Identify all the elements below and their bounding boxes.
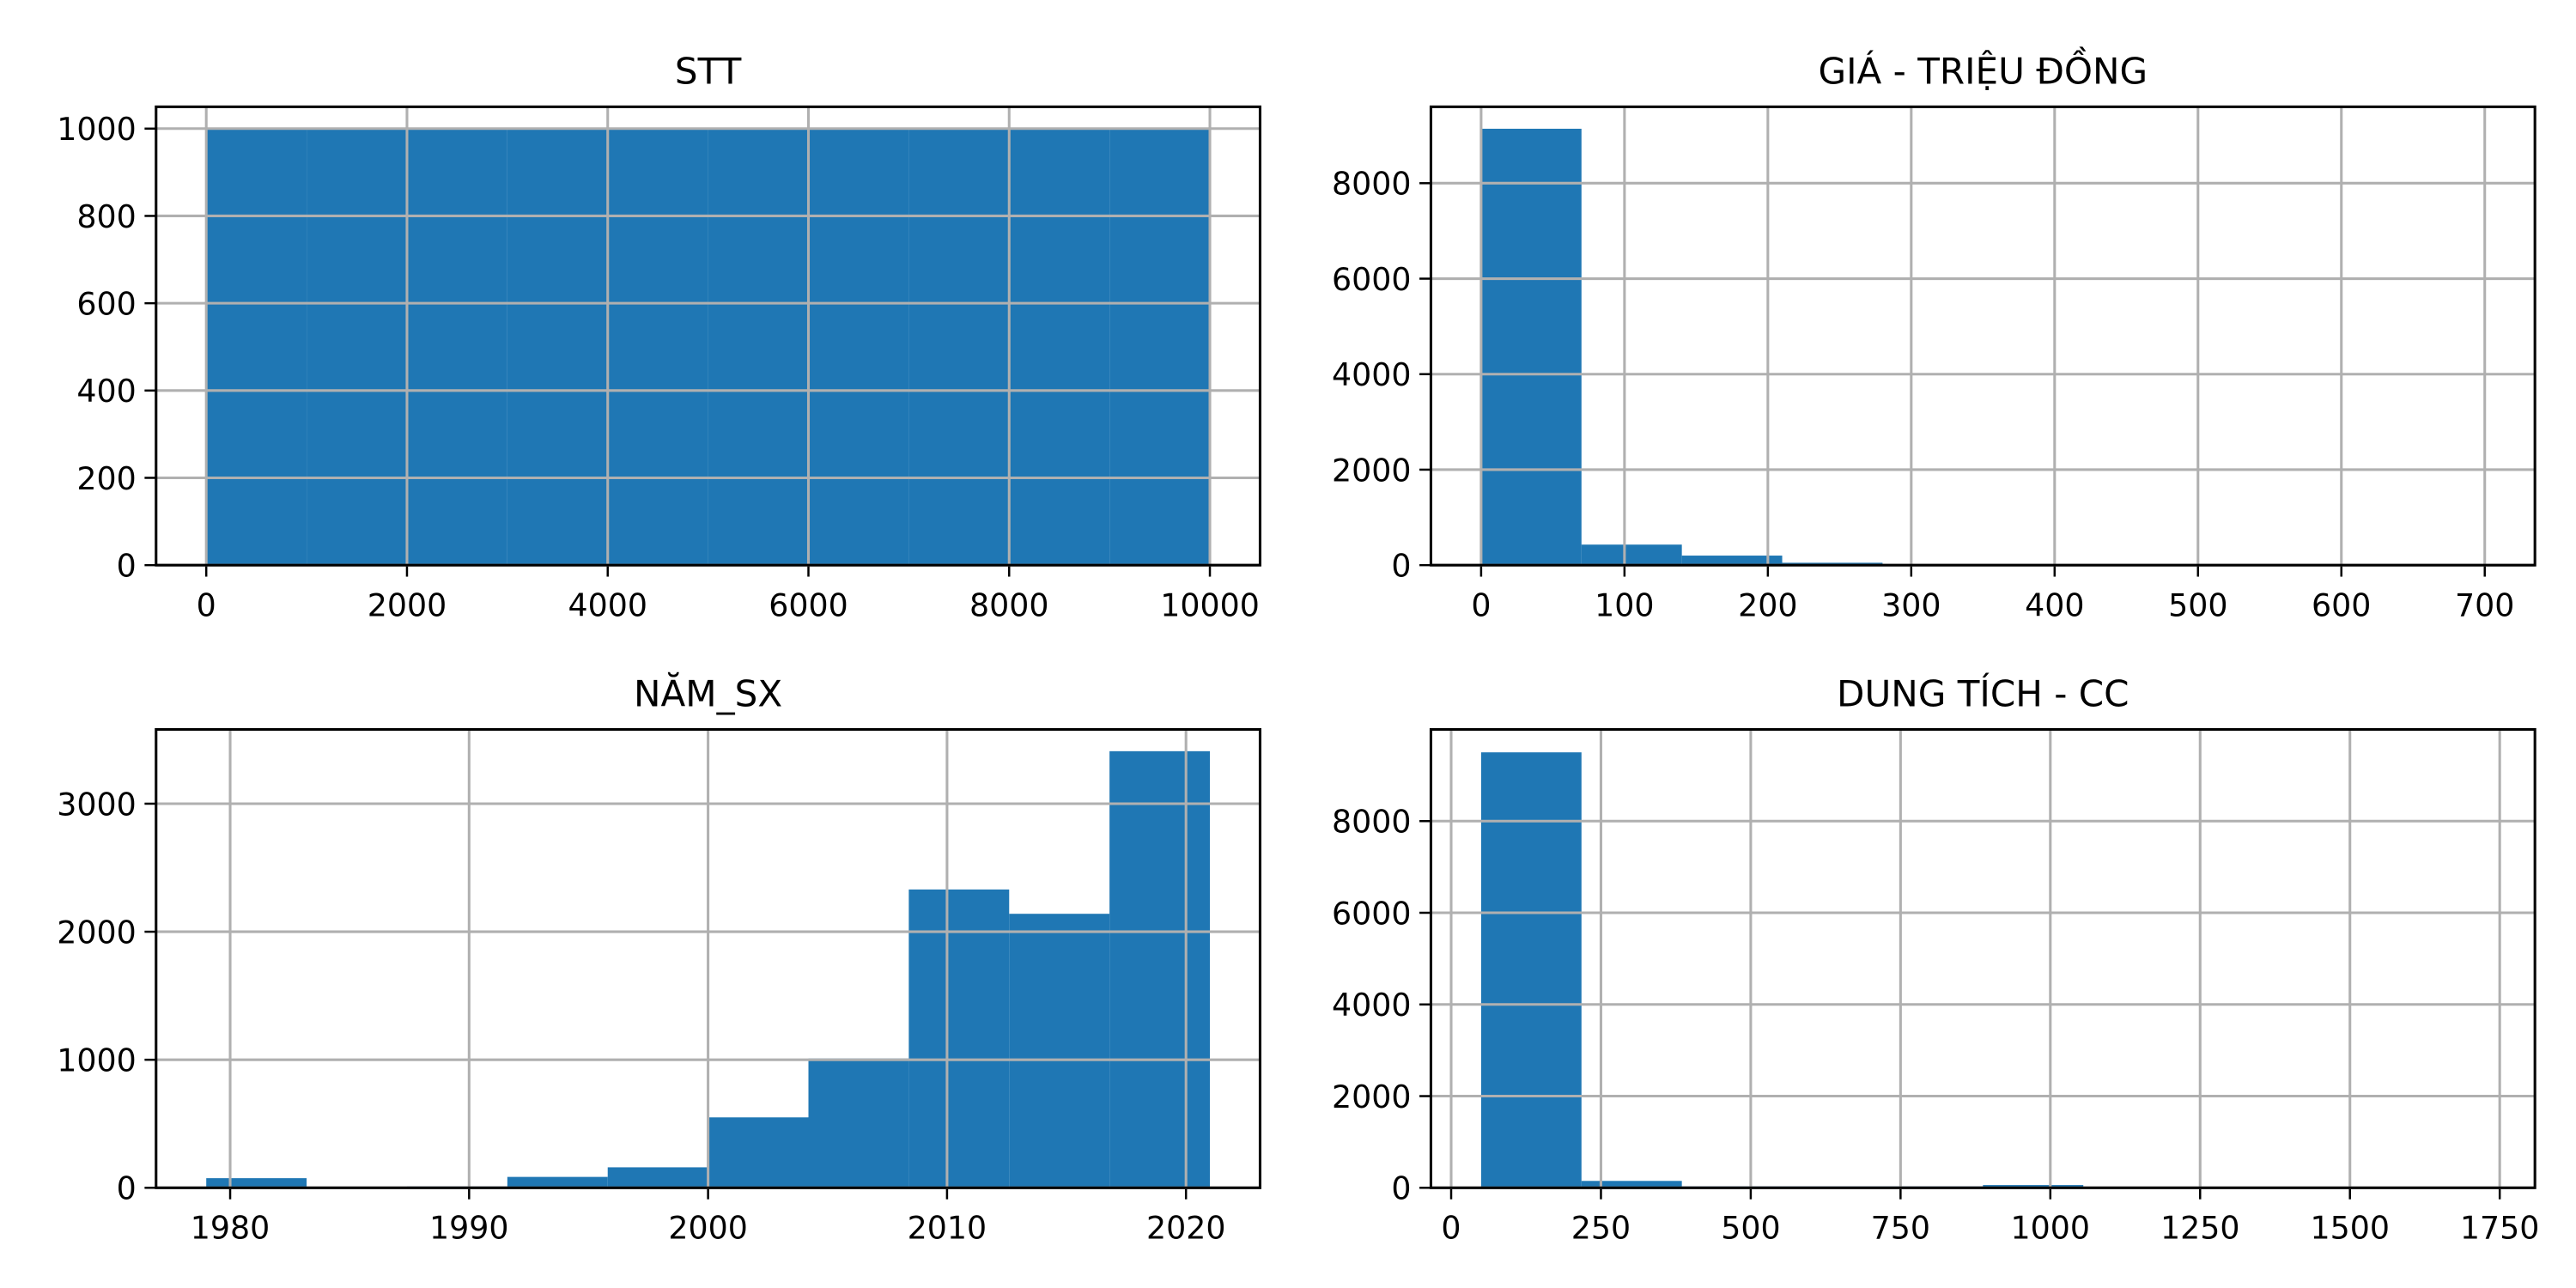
y-tick-label: 0 xyxy=(117,1170,137,1207)
axes-frame xyxy=(1429,727,2537,1189)
x-tick-label: 300 xyxy=(1881,586,1941,623)
y-tick-label: 200 xyxy=(76,460,136,497)
bar xyxy=(1983,1185,2084,1188)
bar xyxy=(1581,1181,1682,1188)
x-tick-label: 4000 xyxy=(568,586,647,623)
x-tick-label: 1750 xyxy=(2460,1210,2540,1247)
bar xyxy=(206,1178,307,1188)
bar xyxy=(307,128,407,566)
bar xyxy=(808,128,909,566)
chart-title: NĂM_SX xyxy=(634,671,782,715)
x-tick-label: 200 xyxy=(1738,586,1797,623)
y-tick-label: 1000 xyxy=(57,1042,137,1079)
x-tick-label: 1500 xyxy=(2310,1210,2390,1247)
y-tick-label: 8000 xyxy=(1332,804,1412,841)
y-tick-label: 0 xyxy=(117,548,137,585)
bar xyxy=(1581,544,1682,566)
y-tick-label: 1000 xyxy=(57,111,137,148)
x-tick-label: 2010 xyxy=(908,1210,987,1247)
x-tick-label: 400 xyxy=(2025,586,2084,623)
bar xyxy=(708,128,809,566)
axes-background xyxy=(1431,106,2536,566)
y-tick-label: 0 xyxy=(1391,548,1411,585)
x-tick-label: 0 xyxy=(1471,586,1491,623)
y-tick-label: 800 xyxy=(76,198,136,235)
y-tick-label: 2000 xyxy=(1332,1078,1412,1115)
axes-background xyxy=(1431,729,2536,1188)
chart-title: DUNG TÍCH - CC xyxy=(1837,672,2129,715)
bar xyxy=(1480,128,1582,566)
x-tick-label: 500 xyxy=(2168,586,2227,623)
bar xyxy=(808,1058,909,1188)
y-tick-label: 2000 xyxy=(1332,452,1412,489)
x-tick-label: 1980 xyxy=(191,1210,270,1247)
x-tick-label: 700 xyxy=(2455,586,2514,623)
x-tick-label: 10000 xyxy=(1160,586,1260,623)
x-tick-label: 1250 xyxy=(2160,1210,2240,1247)
bar xyxy=(708,1117,809,1188)
bar xyxy=(1109,128,1211,566)
bar xyxy=(507,128,608,566)
axes-frame xyxy=(1429,105,2537,567)
y-tick-label: 600 xyxy=(76,286,136,323)
x-tick-label: 750 xyxy=(1871,1210,1930,1247)
y-tick-label: 6000 xyxy=(1332,895,1412,932)
x-tick-label: 6000 xyxy=(769,586,848,623)
x-tick-label: 600 xyxy=(2312,586,2371,623)
axes-frame xyxy=(155,727,1262,1189)
x-tick-label: 0 xyxy=(197,586,216,623)
x-tick-label: 500 xyxy=(1721,1210,1780,1247)
bar xyxy=(1009,914,1110,1188)
bar xyxy=(908,889,1010,1188)
bar xyxy=(1681,556,1783,566)
chart-title: STT xyxy=(675,51,742,93)
bar xyxy=(406,128,507,566)
chart-title: GIÁ - TRIỆU ĐỒNG xyxy=(1818,46,2148,93)
x-tick-label: 250 xyxy=(1571,1210,1631,1247)
x-tick-label: 8000 xyxy=(969,586,1049,623)
x-tick-label: 1990 xyxy=(429,1210,509,1247)
y-tick-label: 6000 xyxy=(1332,261,1412,298)
y-tick-label: 4000 xyxy=(1332,356,1412,393)
y-tick-label: 4000 xyxy=(1332,987,1412,1024)
x-tick-label: 100 xyxy=(1595,586,1654,623)
y-tick-label: 2000 xyxy=(57,914,137,951)
y-tick-label: 3000 xyxy=(57,786,137,823)
x-tick-label: 2000 xyxy=(668,1210,748,1247)
bar xyxy=(1009,128,1110,566)
bar xyxy=(908,128,1010,566)
bar xyxy=(507,1176,608,1188)
x-tick-label: 2000 xyxy=(368,586,447,623)
x-tick-label: 0 xyxy=(1441,1210,1461,1247)
x-tick-label: 1000 xyxy=(2011,1210,2091,1247)
x-tick-label: 2020 xyxy=(1146,1210,1226,1247)
bar xyxy=(607,128,708,566)
y-tick-label: 0 xyxy=(1391,1170,1411,1207)
bar xyxy=(206,128,307,566)
bar xyxy=(1109,750,1211,1188)
bar xyxy=(607,1167,708,1188)
y-tick-label: 8000 xyxy=(1332,166,1412,203)
y-tick-label: 400 xyxy=(76,373,136,410)
bar xyxy=(1480,752,1582,1188)
axes-frame xyxy=(155,105,1262,567)
